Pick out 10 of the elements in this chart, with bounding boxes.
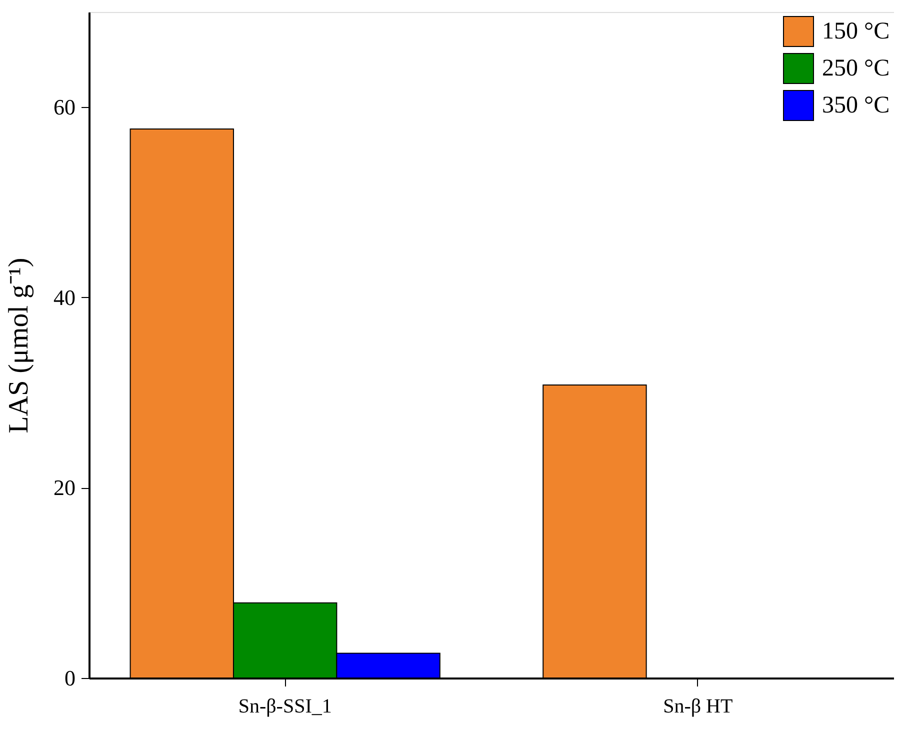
x-tick-label: Sn-β-SSI_1 <box>238 696 332 718</box>
y-tick-label: 60 <box>54 94 76 120</box>
legend-label: 150 °C <box>822 18 890 44</box>
y-tick-label: 40 <box>54 284 76 310</box>
legend-label: 350 °C <box>822 92 890 118</box>
y-axis-title: LAS (μmol g⁻¹) <box>4 258 34 434</box>
legend-label: 250 °C <box>822 56 890 82</box>
x-tick-label: Sn-β HT <box>663 696 733 718</box>
y-tick-label: 20 <box>54 475 76 500</box>
y-tick-label: 0 <box>64 666 76 690</box>
